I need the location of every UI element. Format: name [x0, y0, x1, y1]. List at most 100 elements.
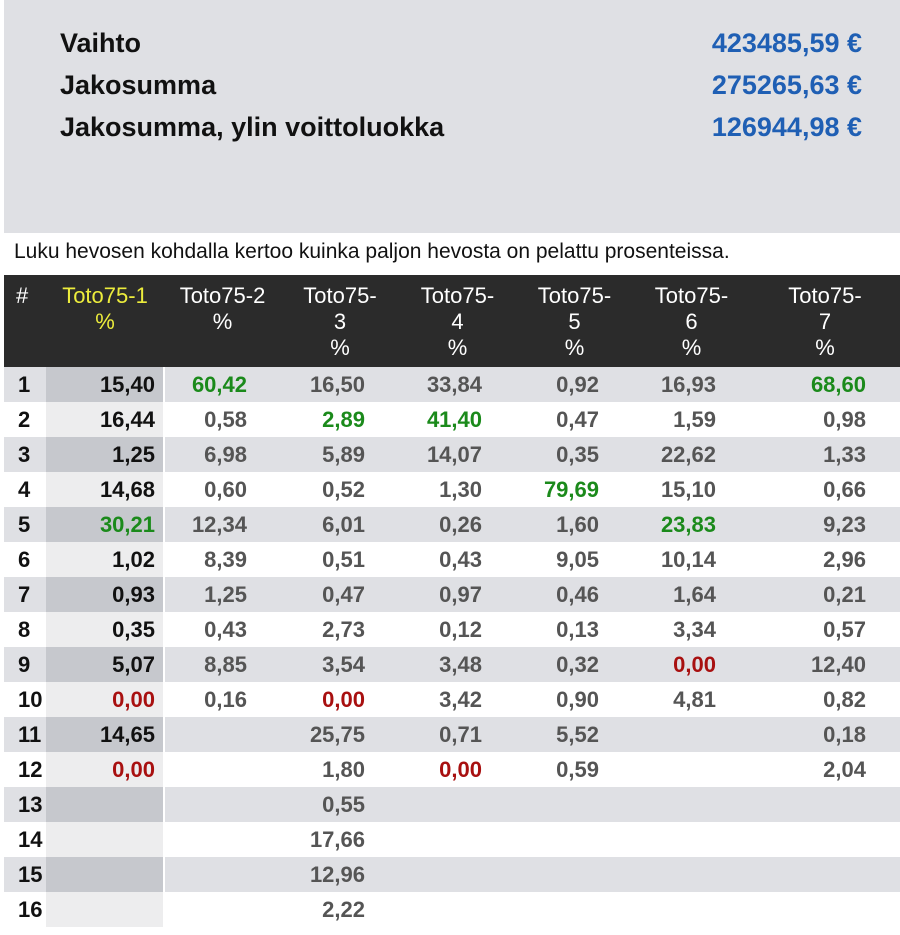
column-header-toto75-3[interactable]: Toto75- 3%: [281, 275, 399, 367]
column-header-line: %: [330, 335, 350, 360]
percentage-cell: [163, 822, 281, 857]
percentage-cell: 0,47: [516, 402, 633, 437]
column-header-line: Toto75-2: [179, 283, 266, 308]
percentage-cell: 0,82: [750, 682, 900, 717]
horse-number: 10: [4, 682, 46, 717]
column-header-line: Toto75-: [537, 283, 612, 308]
column-header-line: Toto75-: [654, 283, 729, 308]
percentage-cell: 9,23: [750, 507, 900, 542]
column-header-toto75-6[interactable]: Toto75- 6%: [633, 275, 750, 367]
table-row: 6 1,02 8,39 0,51 0,43 9,05 10,14 2,96: [4, 542, 900, 577]
table-body: 1 15,40 60,42 16,50 33,84 0,92 16,93 68,60 2 16,4…: [4, 367, 900, 927]
percentage-cell: 0,57: [750, 612, 900, 647]
column-header-toto75-1[interactable]: Toto75-1%: [46, 275, 164, 367]
percentage-cell: 0,92: [516, 367, 633, 402]
percentage-cell: [750, 892, 900, 927]
percentage-cell: 5,52: [516, 717, 633, 752]
horse-number: 2: [4, 402, 46, 437]
percentage-cell: 41,40: [399, 402, 516, 437]
column-header-line: 6: [685, 309, 698, 334]
column-header-line: %: [681, 335, 702, 360]
column-header-toto75-4[interactable]: Toto75- 4%: [399, 275, 516, 367]
column-header-toto75-2[interactable]: Toto75-2%: [164, 275, 281, 367]
summary-panel: Vaihto 423485,59 € Jakosumma 275265,63 €…: [4, 0, 900, 233]
percentage-cell: 1,60: [516, 507, 633, 542]
column-header-line: 3: [333, 309, 347, 334]
horse-number: 5: [4, 507, 46, 542]
percentage-cell: 79,69: [516, 472, 633, 507]
percentage-cell: 2,89: [281, 402, 399, 437]
percentage-cell: 2,73: [281, 612, 399, 647]
percentage-cell: 0,43: [399, 542, 516, 577]
percentage-cell: 0,00: [633, 647, 750, 682]
percentage-cell: 12,40: [750, 647, 900, 682]
percentage-cell: 23,83: [633, 507, 750, 542]
percentage-cell: [163, 857, 281, 892]
percentage-cell: 6,98: [163, 437, 281, 472]
percentage-cell: 9,05: [516, 542, 633, 577]
percentage-cell: 0,51: [281, 542, 399, 577]
percentage-cell: 10,14: [633, 542, 750, 577]
percentage-cell: 2,22: [281, 892, 399, 927]
percentage-cell: 60,42: [163, 367, 281, 402]
percentage-cell: 8,39: [163, 542, 281, 577]
table-row: 3 1,25 6,98 5,89 14,07 0,35 22,62 1,33: [4, 437, 900, 472]
column-header-number: #: [4, 275, 46, 367]
percentage-cell: 16,93: [633, 367, 750, 402]
percentage-cell: [516, 787, 633, 822]
horse-number: 4: [4, 472, 46, 507]
percentage-cell: [633, 857, 750, 892]
percentage-cell: 2,04: [750, 752, 900, 787]
summary-row-jakosumma: Jakosumma 275265,63 €: [60, 65, 862, 105]
percentage-cell: 15,10: [633, 472, 750, 507]
percentage-cell: 1,25: [163, 577, 281, 612]
percentage-cell: [633, 822, 750, 857]
horse-number: 12: [4, 752, 46, 787]
table-row: 8 0,35 0,43 2,73 0,12 0,13 3,34 0,57: [4, 612, 900, 647]
percentage-cell: [516, 892, 633, 927]
column-header-line: %: [815, 335, 835, 360]
column-header-line: Toto75-: [420, 283, 495, 308]
column-header-toto75-7[interactable]: Toto75- 7%: [750, 275, 900, 367]
table-row: 1 15,40 60,42 16,50 33,84 0,92 16,93 68,60: [4, 367, 900, 402]
percentage-cell: [633, 787, 750, 822]
percentage-cell: 1,02: [46, 542, 164, 577]
table-row: 13 0,55: [4, 787, 900, 822]
table-row: 5 30,21 12,34 6,01 0,26 1,60 23,83 9,23: [4, 507, 900, 542]
percentage-cell: [516, 857, 633, 892]
column-header-line: 5: [568, 309, 581, 334]
percentage-cell: 12,34: [163, 507, 281, 542]
horse-number: 9: [4, 647, 46, 682]
column-header-line: Toto75-1: [62, 283, 148, 308]
column-header-line: %: [564, 335, 585, 360]
horse-number: 11: [4, 717, 46, 752]
horse-number: 3: [4, 437, 46, 472]
percentage-cell: 1,80: [281, 752, 399, 787]
horse-number: 13: [4, 787, 46, 822]
percentage-cell: 0,93: [46, 577, 164, 612]
percentage-cell: 0,35: [516, 437, 633, 472]
percentage-cell: [163, 717, 281, 752]
percentage-cell: 8,85: [163, 647, 281, 682]
percentage-cell: [633, 892, 750, 927]
percentage-cell: 0,13: [516, 612, 633, 647]
percentage-cell: [46, 892, 164, 927]
summary-row-vaihto: Vaihto 423485,59 €: [60, 23, 862, 63]
table-row: 7 0,93 1,25 0,47 0,97 0,46 1,64 0,21: [4, 577, 900, 612]
percentage-cell: 1,33: [750, 437, 900, 472]
percentage-cell: 0,16: [163, 682, 281, 717]
percentage-cell: [750, 857, 900, 892]
percentage-cell: 0,58: [163, 402, 281, 437]
percentage-note: Luku hevosen kohdalla kertoo kuinka palj…: [14, 240, 730, 263]
percentage-cell: 1,59: [633, 402, 750, 437]
percentage-cell: 0,26: [399, 507, 516, 542]
percentage-cell: 0,12: [399, 612, 516, 647]
percentage-cell: 0,46: [516, 577, 633, 612]
percentage-cell: 0,60: [163, 472, 281, 507]
percentage-cell: 3,42: [399, 682, 516, 717]
percentage-cell: 1,30: [399, 472, 516, 507]
percentage-cell: 16,44: [46, 402, 164, 437]
column-header-toto75-5[interactable]: Toto75- 5%: [516, 275, 633, 367]
table-header-row: # Toto75-1% Toto75-2% Toto75- 3% Toto75- 4% To…: [4, 275, 900, 367]
summary-value: 423485,59 €: [711, 27, 862, 58]
